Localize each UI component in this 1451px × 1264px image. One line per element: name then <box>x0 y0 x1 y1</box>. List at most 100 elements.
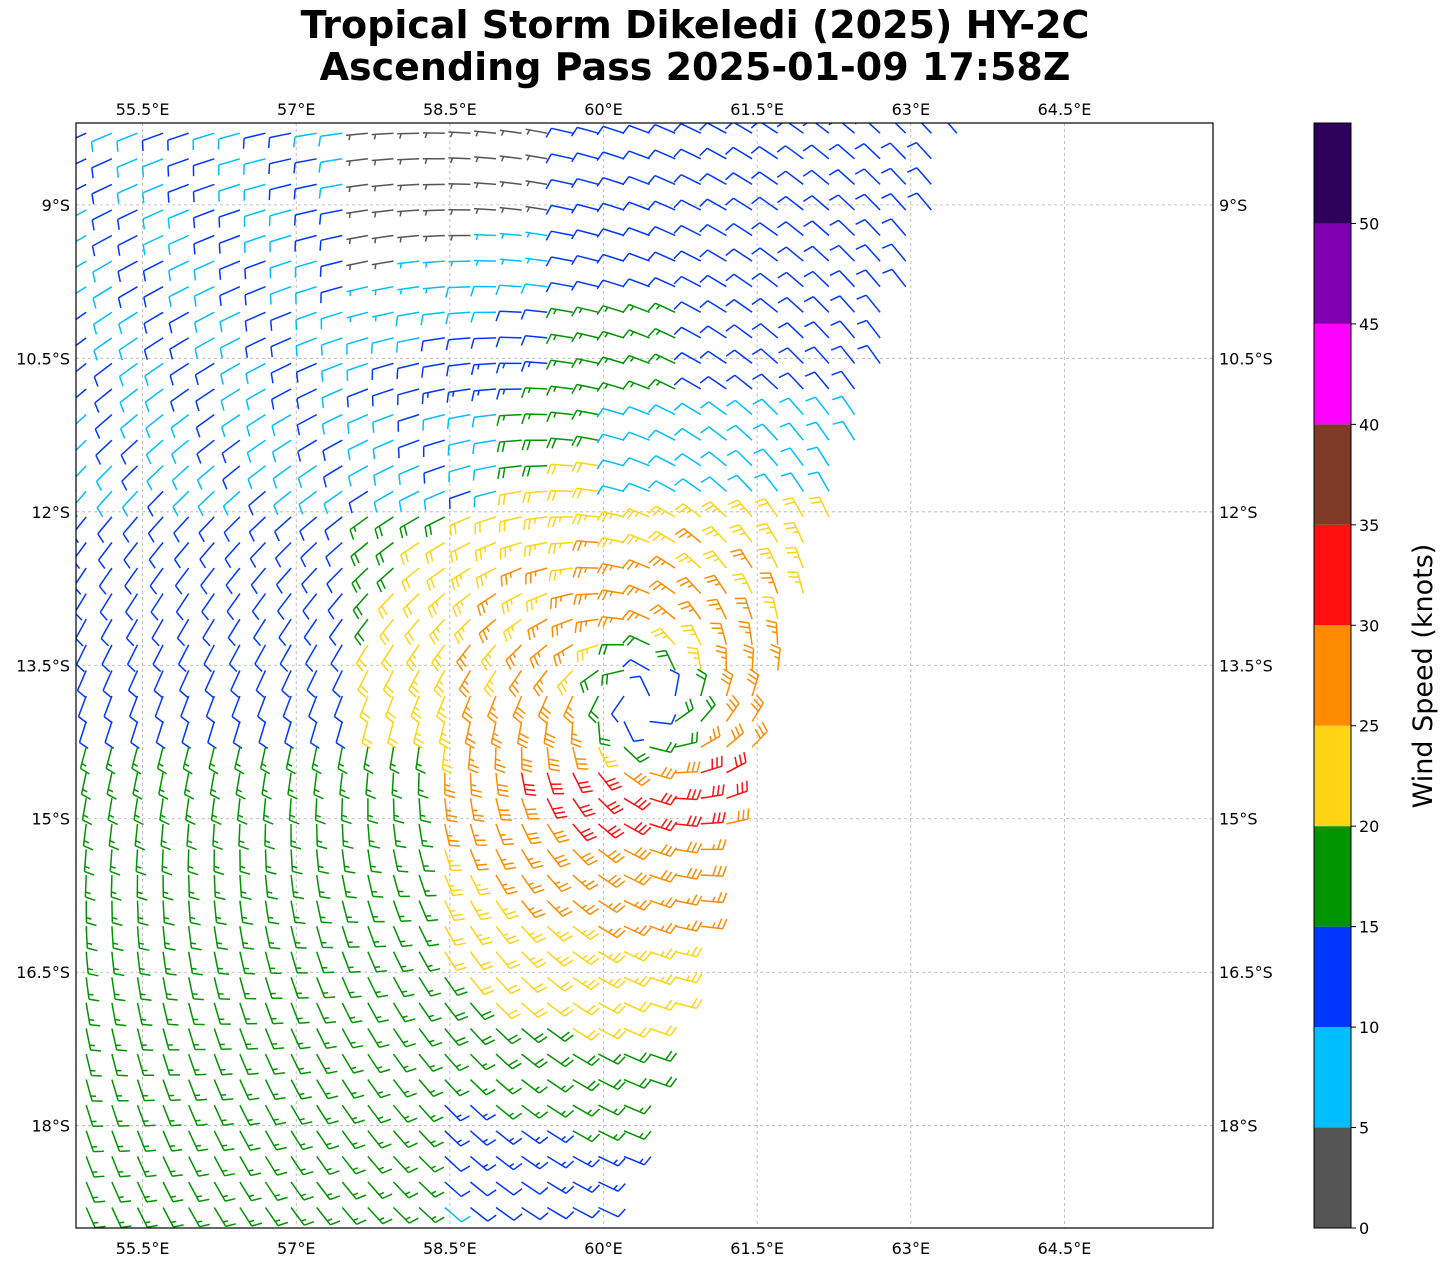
wind-barb <box>496 1003 521 1019</box>
wind-barb <box>266 1080 286 1100</box>
wind-barb <box>270 287 291 305</box>
wind-barb <box>573 952 599 965</box>
wind-barb <box>397 236 419 243</box>
wind-barb <box>222 440 240 463</box>
wind-barb <box>624 1078 651 1088</box>
wind-barb <box>301 543 317 568</box>
wind-barb <box>700 351 726 363</box>
wind-barb <box>726 781 747 799</box>
wind-barb <box>675 479 701 492</box>
wind-barb <box>419 1156 444 1172</box>
wind-barb <box>86 1131 104 1152</box>
wind-barb <box>488 696 498 723</box>
wind-barb <box>220 312 240 332</box>
colorbar-bin <box>1314 223 1351 323</box>
wind-barb <box>423 210 445 216</box>
wind-barb <box>226 568 240 594</box>
wind-barb <box>675 762 700 773</box>
wind-barb <box>471 312 496 322</box>
wind-barb <box>174 517 189 542</box>
wind-barb <box>163 1003 178 1025</box>
wind-barb <box>373 389 394 406</box>
wind-barb <box>94 312 112 334</box>
wind-barb <box>188 849 198 874</box>
wind-barb <box>675 947 702 957</box>
wind-barb <box>547 824 569 843</box>
wind-barb <box>804 322 829 338</box>
wind-barb <box>160 798 170 824</box>
wind-barb <box>623 458 650 466</box>
wind-barb <box>266 849 277 874</box>
wind-barb <box>760 573 778 594</box>
wind-barb <box>368 926 386 947</box>
wind-barb <box>112 977 126 1000</box>
wind-barb <box>803 196 829 210</box>
wind-barb <box>69 338 87 361</box>
wind-barb <box>291 901 305 924</box>
wind-barb <box>496 849 516 869</box>
wind-barb <box>623 356 650 364</box>
wind-barb <box>390 747 399 773</box>
wind-barb <box>726 325 752 338</box>
wind-barb <box>428 594 445 618</box>
wind-barb <box>86 1208 105 1228</box>
wind-barb <box>572 256 599 265</box>
wind-barb <box>752 223 778 236</box>
wind-barb <box>233 722 242 749</box>
wind-barb <box>368 1182 392 1199</box>
wind-barb <box>548 517 573 527</box>
wind-barb <box>670 670 679 696</box>
wind-barb <box>573 1208 600 1218</box>
wind-barb <box>907 168 931 185</box>
wind-barb <box>445 1003 468 1020</box>
wind-barb <box>623 483 650 491</box>
wind-barb <box>726 809 748 824</box>
wind-barb <box>547 1156 574 1168</box>
wind-barb <box>674 277 701 287</box>
wind-barb <box>372 133 394 139</box>
wind-barb <box>470 977 493 994</box>
wind-barb <box>378 594 393 619</box>
wind-barb <box>701 756 722 773</box>
wind-barb <box>70 389 87 413</box>
wind-barb <box>322 389 342 408</box>
wind-barb <box>623 381 650 389</box>
wind-barb <box>573 1156 600 1167</box>
wind-barb <box>99 543 112 569</box>
wind-barb <box>674 149 701 159</box>
wind-barb <box>547 952 573 966</box>
wind-barb <box>597 409 624 418</box>
wind-barb <box>67 236 86 257</box>
wind-barb <box>597 383 624 392</box>
wind-barb <box>522 388 548 398</box>
wind-barb <box>291 849 303 873</box>
wind-barb <box>777 146 803 159</box>
wind-barb <box>478 594 496 616</box>
wind-barb <box>624 951 651 961</box>
wind-barb <box>120 389 137 412</box>
wind-barb <box>317 1156 340 1174</box>
wind-barb <box>271 312 291 331</box>
wind-barb <box>270 236 291 253</box>
wind-barb <box>366 773 376 799</box>
wind-barb <box>291 952 308 973</box>
wind-barb <box>208 722 217 749</box>
wind-barb <box>264 798 274 824</box>
wind-barb <box>547 773 564 794</box>
wind-barb <box>549 568 572 581</box>
wind-barb <box>311 722 320 749</box>
wind-barb <box>572 410 599 419</box>
wind-barb <box>445 1182 470 1197</box>
wind-barb <box>151 594 163 621</box>
wind-barb <box>185 773 194 799</box>
wind-barb <box>342 875 357 898</box>
wind-barb <box>675 789 701 799</box>
wind-barb <box>472 363 496 375</box>
wind-barb <box>522 414 547 424</box>
wind-barb <box>118 261 137 282</box>
wind-barb <box>650 923 677 933</box>
colorbar-tick-label: 10 <box>1359 1018 1379 1037</box>
wind-barb <box>829 195 854 210</box>
lon-tick-label: 55.5°E <box>116 100 170 119</box>
lon-tick-label: 58.5°E <box>423 100 477 119</box>
